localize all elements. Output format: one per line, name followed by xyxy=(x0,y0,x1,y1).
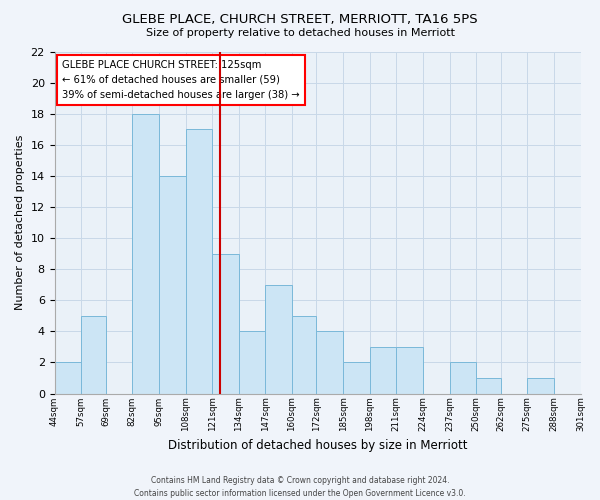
Bar xyxy=(370,347,397,394)
Bar xyxy=(292,316,316,394)
X-axis label: Distribution of detached houses by size in Merriott: Distribution of detached houses by size … xyxy=(168,440,467,452)
Bar xyxy=(239,332,265,394)
Bar xyxy=(449,362,476,394)
Bar xyxy=(265,284,292,394)
Bar xyxy=(476,378,500,394)
Text: Size of property relative to detached houses in Merriott: Size of property relative to detached ho… xyxy=(146,28,455,38)
Bar xyxy=(159,176,185,394)
Y-axis label: Number of detached properties: Number of detached properties xyxy=(15,135,25,310)
Bar xyxy=(185,129,212,394)
Bar xyxy=(343,362,370,394)
Bar xyxy=(397,347,423,394)
Bar xyxy=(81,316,106,394)
Bar xyxy=(132,114,159,394)
Bar xyxy=(55,362,81,394)
Text: Contains HM Land Registry data © Crown copyright and database right 2024.
Contai: Contains HM Land Registry data © Crown c… xyxy=(134,476,466,498)
Text: GLEBE PLACE, CHURCH STREET, MERRIOTT, TA16 5PS: GLEBE PLACE, CHURCH STREET, MERRIOTT, TA… xyxy=(122,12,478,26)
Bar xyxy=(527,378,554,394)
Bar xyxy=(316,332,343,394)
Bar xyxy=(212,254,239,394)
Text: GLEBE PLACE CHURCH STREET: 125sqm
← 61% of detached houses are smaller (59)
39% : GLEBE PLACE CHURCH STREET: 125sqm ← 61% … xyxy=(62,60,300,100)
